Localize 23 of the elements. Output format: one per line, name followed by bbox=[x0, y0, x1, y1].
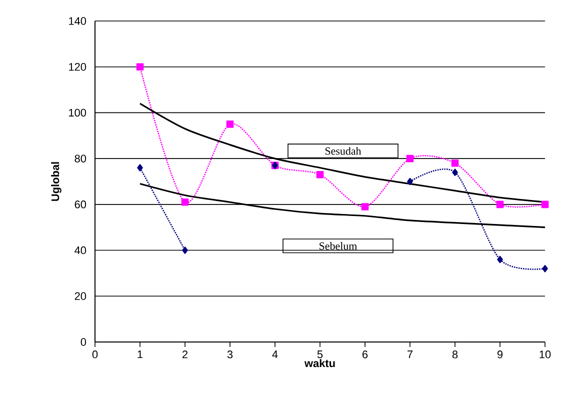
series-label: Sesudah bbox=[325, 147, 362, 155]
x-tick-label: 6 bbox=[362, 350, 368, 358]
x-tick-label: 8 bbox=[452, 350, 458, 358]
x-tick-label: 1 bbox=[138, 350, 143, 358]
y-tick-label: 60 bbox=[74, 200, 86, 208]
y-tick-label: 120 bbox=[69, 62, 86, 71]
x-tick-label: 3 bbox=[227, 350, 233, 358]
x-tick-label: 7 bbox=[408, 350, 413, 358]
y-tick-label: 80 bbox=[74, 154, 86, 162]
y-tick-label: 40 bbox=[74, 246, 86, 254]
x-axis-title: waktu bbox=[304, 359, 335, 368]
x-tick-label: 4 bbox=[272, 350, 278, 358]
y-tick-label: 100 bbox=[69, 108, 86, 117]
y-axis-title: Uglobal bbox=[51, 162, 62, 201]
text: Sebelum bbox=[320, 242, 357, 250]
x-tick-label: 5 bbox=[317, 350, 323, 358]
x-tick-label: 2 bbox=[182, 350, 188, 358]
y-tick-label: 140 bbox=[69, 17, 86, 25]
x-tick-label: 9 bbox=[497, 350, 503, 358]
x-tick-label: 10 bbox=[540, 350, 551, 358]
x-tick-label: 0 bbox=[92, 350, 98, 358]
y-tick-label: 20 bbox=[74, 292, 86, 300]
y-tick-label: 0 bbox=[80, 338, 86, 346]
